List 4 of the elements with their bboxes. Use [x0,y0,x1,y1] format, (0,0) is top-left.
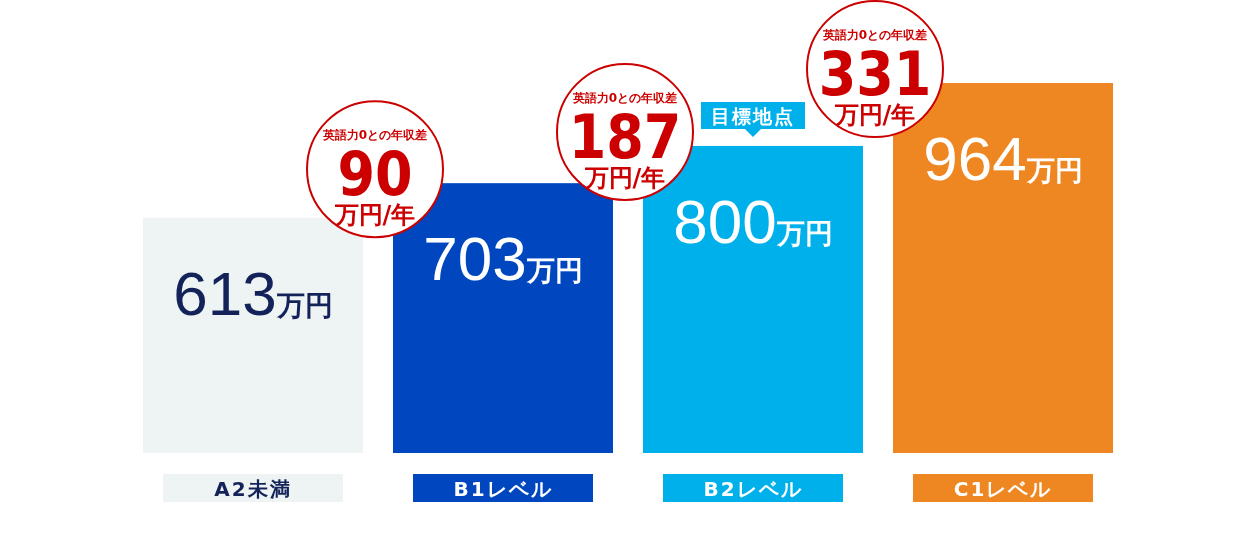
annotation: 英語力0との年収差 187 万円/年 [568,90,682,192]
annotation: 英語力0との年収差 90 万円/年 [321,128,428,230]
annotation: 目標地点 [711,104,795,127]
annotation: 英語力0との年収差 331 万円/年 [818,28,932,129]
